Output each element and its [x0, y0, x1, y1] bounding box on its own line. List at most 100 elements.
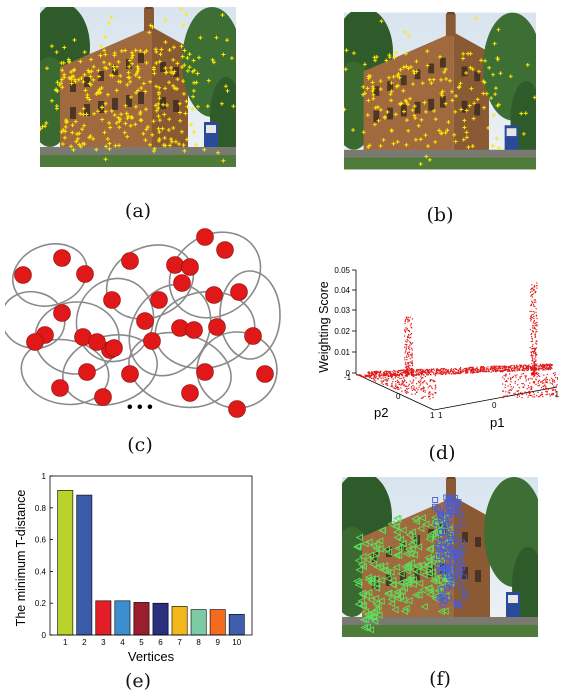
score-point	[511, 376, 514, 379]
score-point	[408, 361, 410, 364]
score-point	[536, 282, 538, 284]
score-point	[481, 369, 483, 371]
score-point	[515, 376, 517, 378]
feature-marker	[194, 142, 199, 147]
feature-marker	[125, 82, 130, 87]
feature-marker	[403, 51, 408, 56]
score-point	[408, 372, 410, 374]
score-point	[520, 365, 522, 367]
feature-marker	[408, 96, 413, 101]
score-point	[412, 384, 414, 387]
vertex-node	[181, 258, 199, 276]
score-point	[419, 384, 421, 386]
score-point	[359, 374, 361, 377]
cluster-square	[437, 595, 444, 602]
score-point	[504, 384, 506, 386]
x-tick-label: 8	[196, 638, 201, 647]
score-point	[368, 371, 370, 373]
feature-marker	[163, 66, 168, 71]
score-point	[510, 369, 513, 371]
feature-marker	[412, 113, 417, 118]
feature-marker	[116, 59, 121, 64]
feature-marker	[378, 79, 383, 84]
cluster-triangle	[388, 576, 397, 584]
score-point	[407, 366, 409, 368]
score-point	[417, 373, 420, 375]
score-point	[407, 316, 409, 318]
feature-marker	[406, 66, 411, 71]
feature-marker	[98, 53, 103, 58]
score-point	[502, 376, 504, 378]
score-point	[390, 385, 392, 388]
score-point	[545, 365, 547, 367]
score-point	[422, 371, 424, 373]
feature-marker	[424, 154, 429, 159]
feature-marker	[113, 143, 118, 148]
score-point	[531, 348, 533, 350]
feature-marker	[60, 68, 65, 73]
score-point	[405, 381, 408, 383]
score-point	[549, 367, 551, 369]
score-point	[524, 391, 526, 393]
score-point	[405, 363, 407, 366]
feature-marker	[173, 139, 178, 144]
caption-f: (f)	[429, 668, 451, 690]
score-point	[422, 382, 424, 384]
feature-marker	[160, 126, 165, 131]
score-point	[529, 382, 531, 384]
feature-marker	[416, 123, 421, 128]
score-point	[438, 373, 440, 375]
x-tick-label: 5	[139, 638, 144, 647]
score-point	[405, 327, 407, 329]
vertex-node	[121, 365, 139, 383]
feature-marker	[112, 53, 117, 58]
score-point	[412, 370, 414, 372]
score-point	[547, 364, 549, 366]
score-point	[372, 371, 374, 374]
score-point	[382, 380, 385, 382]
cluster-square	[453, 599, 460, 606]
score-point	[459, 370, 461, 372]
cluster-square	[449, 582, 456, 589]
feature-marker	[59, 60, 64, 65]
score-point	[406, 329, 408, 331]
score-point	[532, 347, 535, 350]
score-point	[545, 388, 547, 390]
score-point	[432, 394, 434, 396]
score-point	[507, 391, 509, 393]
feature-marker	[461, 51, 466, 56]
feature-marker	[60, 85, 65, 90]
score-point	[510, 365, 512, 367]
score-point	[533, 310, 535, 313]
score-point	[535, 343, 538, 345]
feature-marker	[373, 105, 378, 110]
cluster-triangle	[412, 591, 420, 599]
score-point	[534, 381, 536, 383]
score-point	[378, 376, 380, 378]
feature-marker	[96, 68, 101, 73]
score-point	[413, 386, 415, 388]
score-point	[530, 303, 532, 305]
feature-marker	[181, 91, 186, 96]
score-point	[483, 369, 485, 371]
score-point	[378, 373, 380, 376]
feature-marker	[187, 52, 192, 57]
feature-marker	[423, 133, 428, 138]
score-point	[538, 374, 540, 377]
score-point	[388, 375, 390, 377]
cluster-square	[433, 520, 440, 527]
score-point	[368, 374, 370, 377]
feature-marker	[447, 78, 452, 83]
score-point	[402, 381, 404, 383]
feature-marker	[379, 19, 384, 24]
score-point	[479, 371, 481, 373]
score-point	[401, 372, 403, 374]
feature-marker	[406, 102, 410, 107]
score-point	[512, 370, 514, 372]
score-point	[413, 374, 415, 377]
score-point	[476, 367, 478, 370]
score-point	[359, 374, 361, 376]
weighting-scatter-points	[356, 282, 559, 400]
score-point	[534, 336, 537, 338]
score-point	[511, 388, 513, 390]
